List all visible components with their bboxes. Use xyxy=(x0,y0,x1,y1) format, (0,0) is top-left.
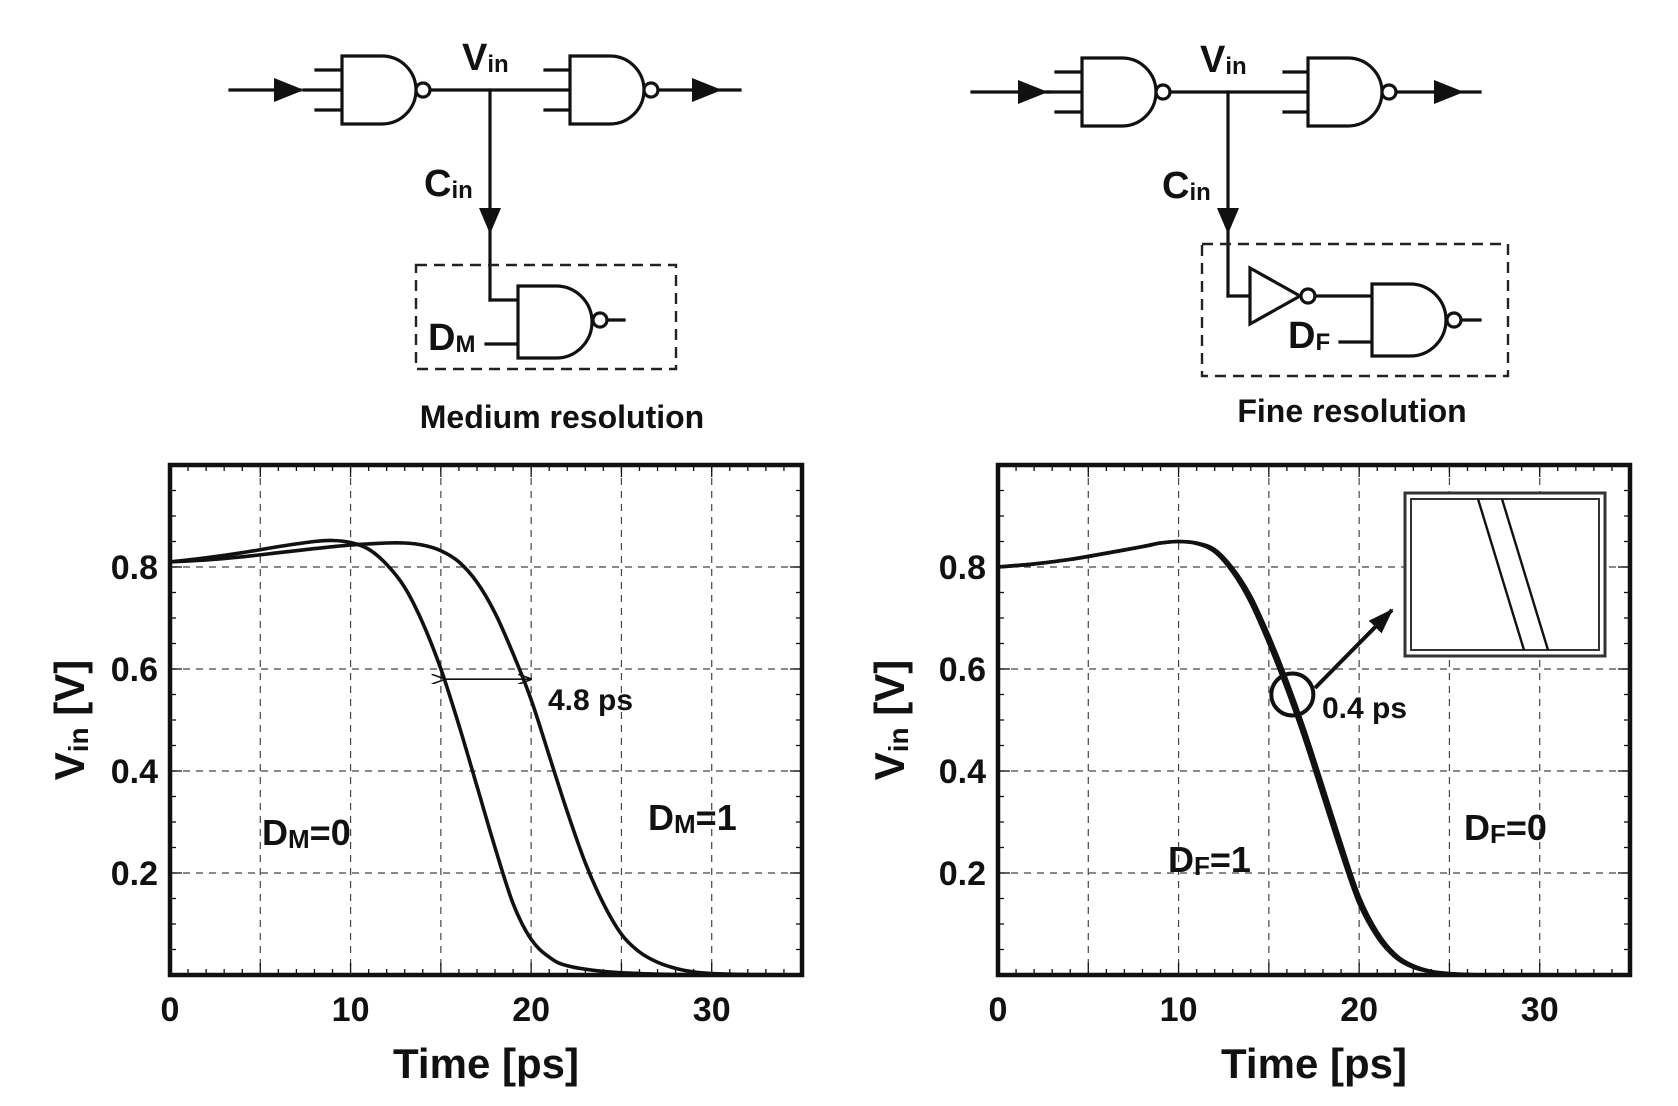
nand-gate-1-bubble xyxy=(1154,83,1172,101)
load-nand-gate xyxy=(1370,282,1448,358)
plot-frame xyxy=(995,462,1633,978)
series-curve-df-0 xyxy=(997,539,1630,977)
series-label-df1: DF=1 xyxy=(1168,839,1251,881)
tick-labels: 0 10 20 30 0.2 0.4 0.6 0.8 xyxy=(111,549,731,1029)
cin-label: Cin xyxy=(1162,165,1211,207)
y-axis-label: Vin [V] xyxy=(46,660,94,781)
cin-arrow xyxy=(479,208,501,234)
x-tick-label: 0 xyxy=(989,991,1008,1029)
medium-resolution-title: Medium resolution xyxy=(420,399,704,435)
vin-label: Vin xyxy=(1200,39,1247,81)
y-tick-label: 0.6 xyxy=(939,651,986,689)
x-tick-label: 30 xyxy=(1521,991,1559,1029)
y-tick-label: 0.6 xyxy=(111,651,158,689)
x-tick-label: 0 xyxy=(161,991,180,1029)
load-nand-gate xyxy=(516,284,594,360)
delay-cell-box xyxy=(414,263,678,371)
x-axis-label: Time [ps] xyxy=(393,1040,579,1087)
y-tick-label: 0.4 xyxy=(939,753,986,791)
zoom-circle xyxy=(1269,671,1316,718)
fine-resolution-title: Fine resolution xyxy=(1237,393,1466,429)
inset-curve-df0 xyxy=(1500,498,1550,651)
fine-resolution-schematic: Vin Cin DF Fine resolution xyxy=(970,39,1510,429)
zoom-arrow xyxy=(1313,608,1394,690)
y-tick-label: 0.8 xyxy=(111,549,158,587)
series-curve-dm-0 xyxy=(169,538,802,977)
series-label-dm1: DM=1 xyxy=(648,797,737,839)
output-arrow xyxy=(692,78,722,102)
y-tick-label: 0.8 xyxy=(939,549,986,587)
zoom-inset xyxy=(1403,491,1607,658)
x-axis-label: Time [ps] xyxy=(1221,1040,1407,1087)
chart-ticks xyxy=(170,465,802,975)
series-label-dm0: DM=0 xyxy=(262,812,351,854)
y-tick-label: 0.4 xyxy=(111,753,158,791)
medium-resolution-chart: 0 10 20 30 0.2 0.4 0.6 0.8 Time [ps] Vin [V] DM… xyxy=(46,462,805,1087)
medium-resolution-schematic: Vin Cin DM Medium resolution xyxy=(228,37,742,435)
x-tick-label: 20 xyxy=(512,991,550,1029)
series-label-df0: DF=0 xyxy=(1464,807,1547,849)
load-nand-gate-bubble xyxy=(1445,311,1463,329)
cin-label: Cin xyxy=(424,163,473,205)
series-curve-dm-1 xyxy=(169,540,803,977)
cin-arrow xyxy=(1217,208,1239,234)
delay-annotation: 0.4 ps xyxy=(1322,692,1407,725)
nand-gate-1 xyxy=(1080,56,1158,128)
delay-cell-box xyxy=(1200,242,1510,378)
nand-gate-2 xyxy=(1306,56,1384,128)
chart-series xyxy=(169,538,803,977)
inverter xyxy=(1248,265,1304,327)
fine-resolution-chart: 0 10 20 30 0.2 0.4 0.6 0.8 Time [ps] Vin [V] DF… xyxy=(866,462,1633,1087)
vin-label: Vin xyxy=(462,37,509,79)
x-tick-label: 10 xyxy=(1160,991,1198,1029)
chart-series xyxy=(997,539,1630,977)
nand-gate-1-bubble xyxy=(414,81,432,99)
dm-control-label: DM xyxy=(428,317,475,359)
y-axis-label: Vin [V] xyxy=(866,660,914,781)
x-tick-label: 10 xyxy=(332,991,370,1029)
nand-gate-2-bubble xyxy=(642,81,660,99)
inset-curve-df1 xyxy=(1476,498,1526,651)
output-arrow xyxy=(1434,80,1464,104)
x-tick-label: 20 xyxy=(1340,991,1378,1029)
input-arrow xyxy=(274,78,304,102)
y-tick-label: 0.2 xyxy=(939,855,986,893)
nand-gate-2-bubble xyxy=(1380,83,1398,101)
y-tick-label: 0.2 xyxy=(111,855,158,893)
inverter-bubble xyxy=(1299,287,1317,305)
nand-gate-1 xyxy=(340,54,418,126)
df-control-label: DF xyxy=(1288,315,1330,357)
tick-labels: 0 10 20 30 0.2 0.4 0.6 0.8 xyxy=(939,549,1559,1029)
nand-gate-2 xyxy=(568,54,646,126)
load-nand-gate-bubble xyxy=(591,311,609,329)
input-arrow xyxy=(1018,80,1048,104)
chart-grid xyxy=(170,465,802,975)
x-tick-label: 30 xyxy=(693,991,731,1029)
delay-annotation: 4.8 ps xyxy=(548,684,633,717)
plot-frame xyxy=(167,462,805,978)
